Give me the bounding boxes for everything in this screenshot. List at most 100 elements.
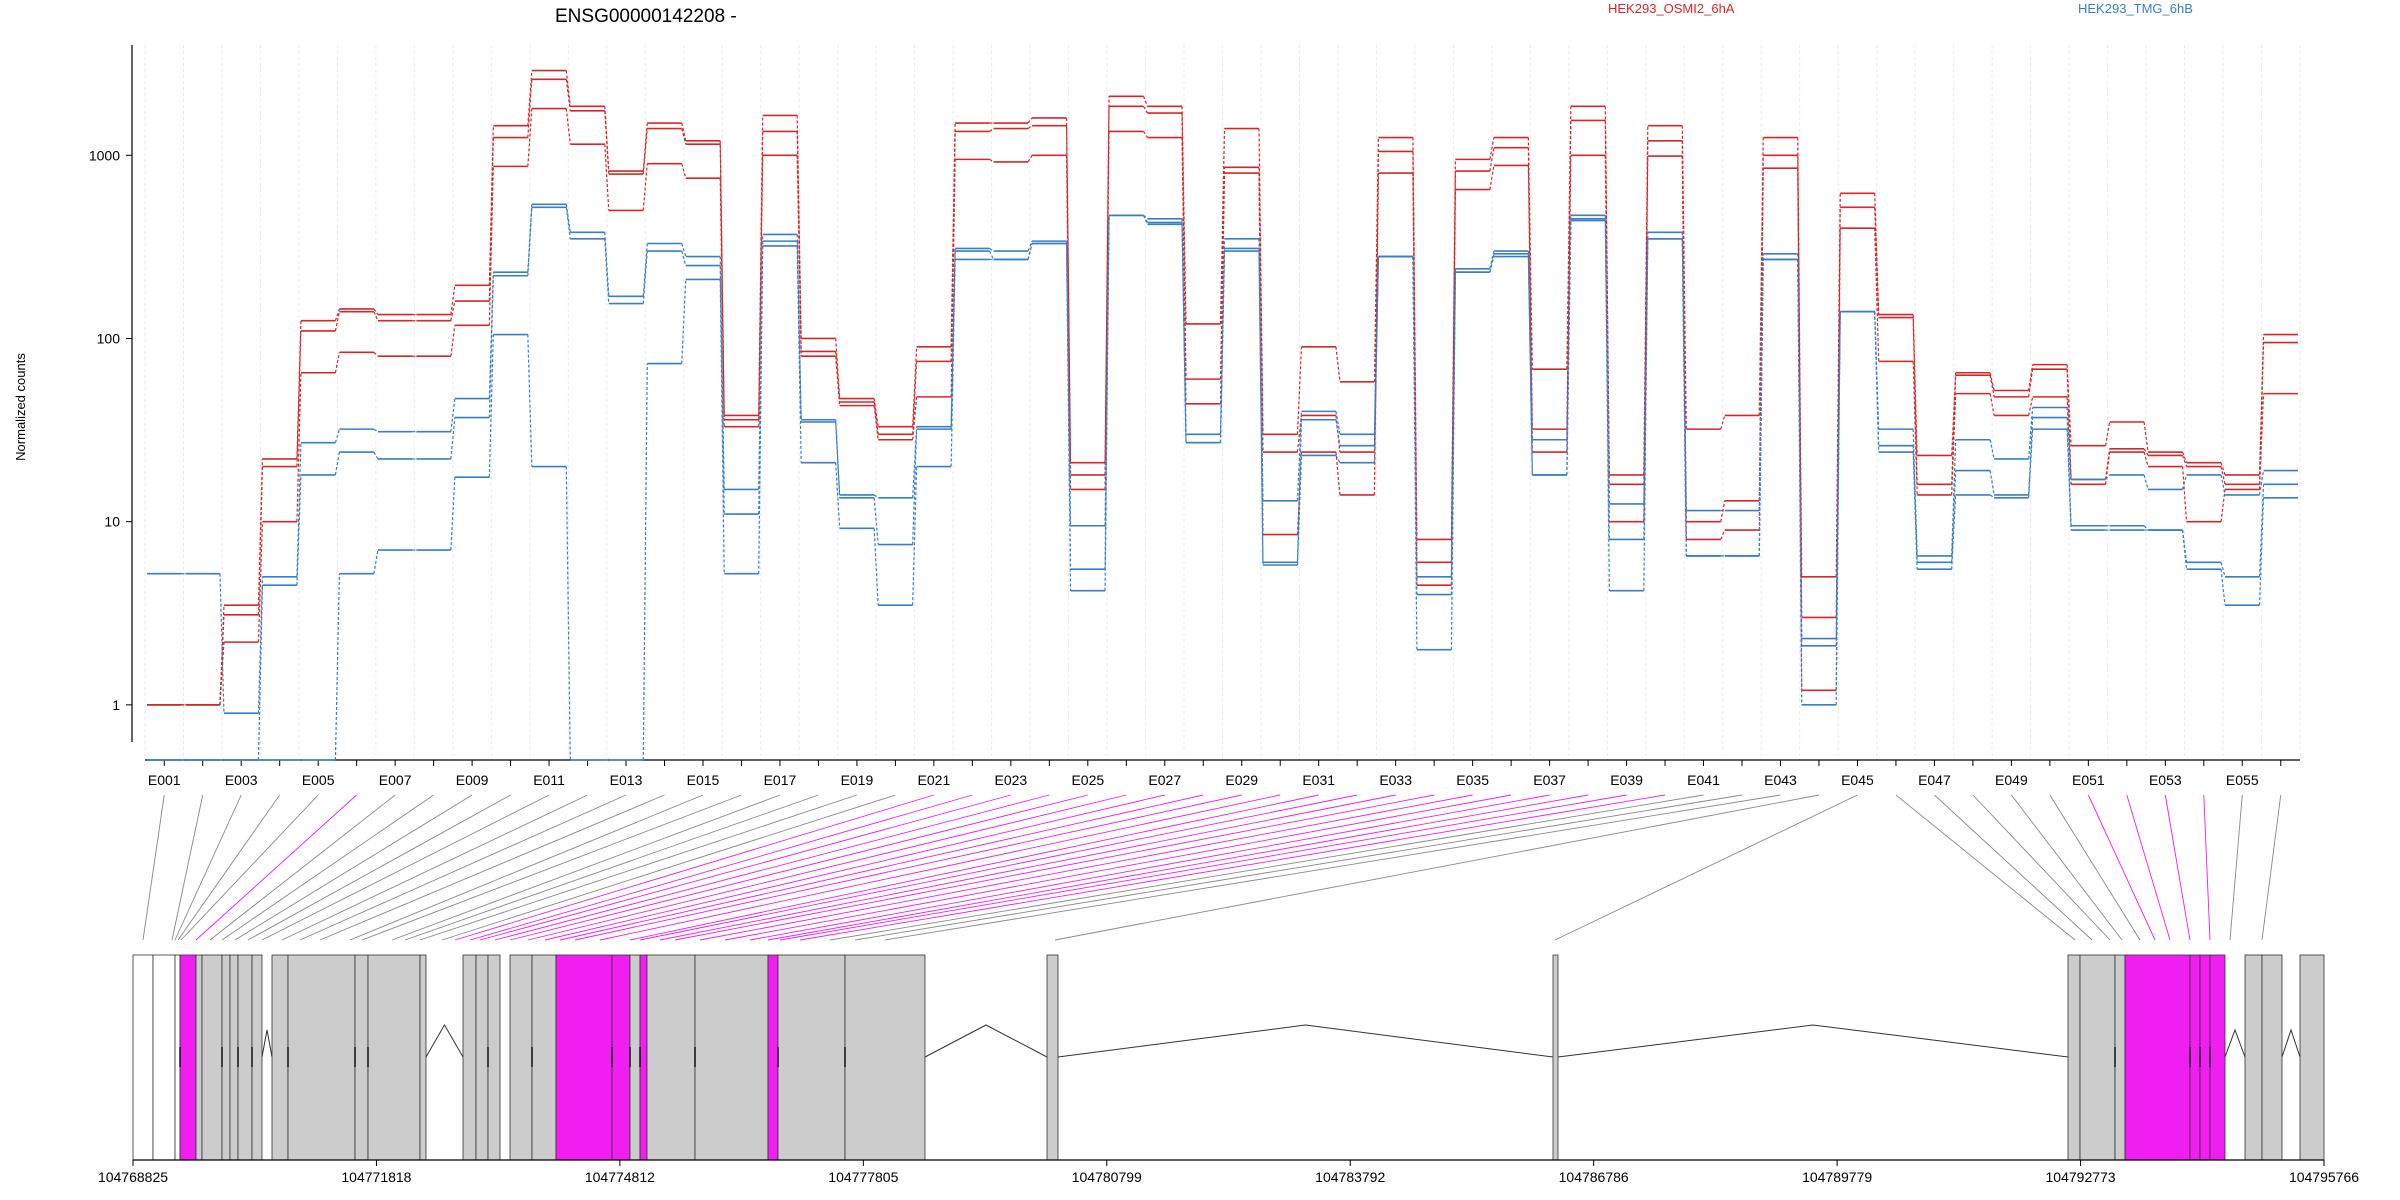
x-tick-label: E049 (1995, 772, 2028, 788)
series-step (719, 178, 725, 427)
series-step (1566, 218, 1572, 475)
exon-connector (209, 794, 396, 941)
exon-connector (195, 794, 357, 941)
series-step (2181, 466, 2188, 522)
series-step (2258, 470, 2265, 495)
series-step (450, 398, 456, 432)
series-step (1989, 393, 1995, 416)
series-step (796, 155, 802, 357)
intron-line (261, 1029, 273, 1058)
exon-block (629, 954, 641, 1161)
series-step (912, 429, 918, 545)
series-step (565, 79, 571, 111)
series-step (1951, 375, 1957, 485)
series-step (912, 466, 918, 606)
intron-line (1557, 1024, 2069, 1058)
x-tick-label: E009 (456, 772, 489, 788)
exon-connector (2261, 794, 2282, 941)
series-step (1681, 238, 1687, 556)
series-step (1143, 131, 1149, 138)
series-step (1720, 415, 1726, 430)
exon-connector (767, 794, 1589, 941)
series-step (334, 451, 341, 476)
exon-connector (2049, 794, 2141, 941)
exon-connector (829, 794, 1704, 941)
series-step (2028, 429, 2034, 498)
series-step (1720, 500, 1726, 522)
series-step (373, 549, 379, 574)
x-tick-label: E001 (148, 772, 181, 788)
x-tick-label: E027 (1148, 772, 1181, 788)
exon-block (1552, 954, 1559, 1161)
exon-connector (2126, 794, 2171, 941)
series-step (2143, 474, 2149, 490)
series-step (334, 311, 340, 332)
series-step (2143, 451, 2149, 467)
series-step (1373, 256, 1380, 446)
series-step (1566, 155, 1572, 453)
series-step (565, 207, 571, 239)
series-step (450, 325, 456, 357)
series-step (642, 163, 648, 211)
x-tick-label: E015 (687, 772, 720, 788)
genome-tick-label: 104780799 (1072, 1169, 1142, 1185)
series-step (2105, 474, 2111, 480)
series-step (1219, 128, 1226, 324)
series-step (642, 243, 648, 297)
genome-tick-label: 104795766 (2289, 1169, 2359, 1185)
exon-connector (699, 794, 1473, 941)
series-step (912, 361, 918, 435)
gene-model (132, 954, 2325, 1161)
genome-tick-label: 104774812 (585, 1169, 655, 1185)
series-step (1489, 165, 1495, 190)
exon-connector (281, 794, 588, 941)
series-step (2143, 421, 2149, 453)
series-step (1989, 372, 1995, 391)
exon-connector (299, 794, 627, 941)
exon-connector (494, 794, 1050, 941)
series-step (2066, 364, 2072, 446)
exon-connector (349, 794, 704, 941)
exon-gridlines (144, 45, 2301, 760)
plot-axes: 1 10 100 1000 E001 E003 E005 E007 E009 E011 E013 E0… (89, 45, 2300, 788)
series-step (2028, 407, 2034, 459)
series-step (1104, 215, 1110, 591)
x-tick-label: E055 (2226, 772, 2259, 788)
series-step (1758, 259, 1764, 556)
exon-block (2079, 954, 2116, 1161)
series-step (1296, 415, 1303, 453)
exon-block (237, 954, 253, 1161)
series-step (1027, 117, 1033, 124)
exon-block (694, 954, 769, 1161)
exon-connector (2087, 794, 2156, 941)
intron-line (2281, 1028, 2301, 1058)
series-step (1604, 218, 1610, 591)
exon-connector (319, 794, 665, 941)
series-step (1874, 228, 1880, 362)
exon-connector (2164, 794, 2191, 941)
series-step (1027, 154, 1033, 163)
x-tick-label: E007 (379, 772, 412, 788)
exon-block (639, 954, 648, 1161)
series-step (873, 405, 879, 440)
series-step (2181, 474, 2188, 490)
exon-connector (1554, 794, 1858, 941)
series-step (1951, 393, 1957, 495)
exon-connector (779, 794, 1627, 941)
series-step (1181, 222, 1187, 443)
series-step (488, 275, 494, 418)
series-step (565, 70, 571, 107)
series-step (989, 128, 994, 132)
series-step (527, 70, 533, 126)
exon-block (152, 954, 176, 1161)
series-step (912, 396, 918, 440)
series-step (873, 528, 879, 606)
series-step (565, 108, 571, 145)
series-step (873, 497, 879, 545)
series-step (642, 128, 648, 175)
x-tick-label: E033 (1379, 772, 1412, 788)
exon-block (132, 954, 154, 1161)
series-step (2258, 342, 2265, 485)
exon-connector (799, 794, 1666, 941)
